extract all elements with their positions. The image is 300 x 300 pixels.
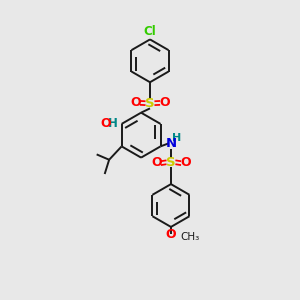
Text: H: H — [108, 117, 118, 130]
Text: S: S — [166, 156, 176, 169]
Text: H: H — [172, 133, 182, 143]
Text: O: O — [130, 96, 141, 109]
Text: CH₃: CH₃ — [181, 232, 200, 242]
Text: O: O — [166, 228, 176, 242]
Text: O: O — [180, 156, 190, 169]
Text: Cl: Cl — [144, 25, 156, 38]
Text: N: N — [165, 137, 176, 150]
Text: O: O — [100, 117, 111, 130]
Text: S: S — [145, 97, 155, 110]
Text: O: O — [152, 156, 162, 169]
Text: O: O — [159, 96, 169, 109]
